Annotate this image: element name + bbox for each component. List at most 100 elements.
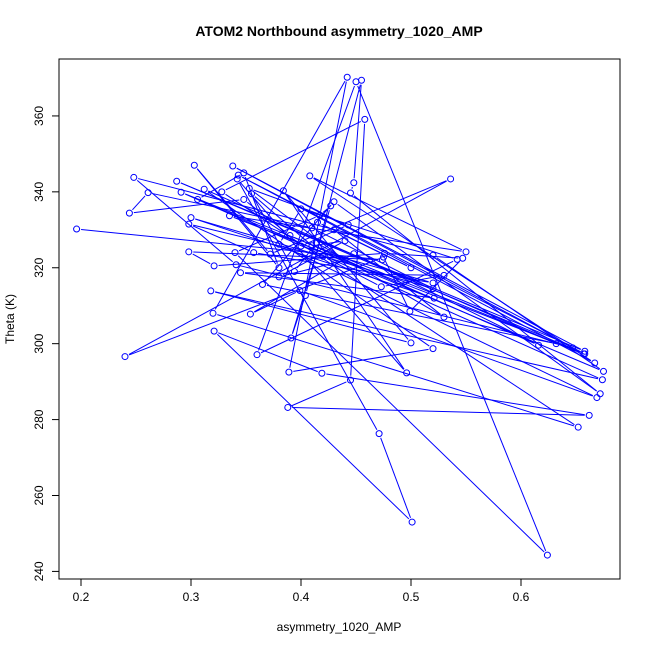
data-point xyxy=(290,268,298,276)
data-point xyxy=(237,269,244,277)
data-point xyxy=(185,220,193,228)
data-point xyxy=(234,171,242,179)
data-point xyxy=(240,195,248,203)
series-line-segment xyxy=(195,218,430,298)
series-line-segment xyxy=(129,258,380,356)
data-point xyxy=(447,175,455,183)
y-tick-label: 320 xyxy=(32,257,46,277)
data-point xyxy=(341,256,349,264)
y-axis-label: Theta (K) xyxy=(3,294,17,344)
series-line-segment xyxy=(133,199,240,214)
data-point xyxy=(330,198,338,206)
series-line-segment xyxy=(350,123,366,376)
series-line-segment xyxy=(225,120,362,191)
data-point xyxy=(591,359,599,367)
data-point xyxy=(440,313,448,321)
data-point xyxy=(308,224,316,232)
series-line-segment xyxy=(316,240,341,246)
data-point xyxy=(210,327,218,335)
data-point xyxy=(207,287,215,295)
data-point xyxy=(232,261,240,269)
data-point xyxy=(552,340,560,348)
series-line-segment xyxy=(242,176,591,362)
series-line-segment xyxy=(201,200,600,371)
data-point xyxy=(297,205,305,213)
x-axis-label: asymmetry_1020_AMP xyxy=(277,620,402,634)
chart-title: ATOM2 Northbound asymmetry_1020_AMP xyxy=(195,23,482,39)
data-point xyxy=(316,211,324,219)
data-point xyxy=(585,411,593,419)
data-point xyxy=(344,221,352,229)
series-line-segment xyxy=(285,194,405,370)
y-tick-label: 240 xyxy=(32,561,46,581)
x-tick-label: 0.3 xyxy=(183,590,200,604)
data-point xyxy=(194,195,202,203)
series-line-segment xyxy=(192,253,211,265)
series-line-segment xyxy=(237,255,545,553)
y-tick-label: 340 xyxy=(32,182,46,202)
y-tick-label: 360 xyxy=(32,106,46,126)
data-point xyxy=(430,294,438,302)
data-point xyxy=(352,78,360,86)
data-point xyxy=(209,309,217,317)
data-point xyxy=(284,403,292,411)
data-point xyxy=(535,341,543,349)
series-line-segment xyxy=(353,195,598,392)
series-line-segment xyxy=(253,197,293,268)
series-line-segment xyxy=(236,167,582,350)
x-axis: 0.2 0.3 0.4 0.5 0.6 xyxy=(73,579,530,604)
data-point xyxy=(462,248,470,256)
series-line-segment xyxy=(283,260,341,277)
series-line-segment xyxy=(238,216,316,252)
data-point xyxy=(297,242,305,250)
series-line-segment xyxy=(258,85,355,351)
data-point xyxy=(210,262,218,270)
x-tick-label: 0.4 xyxy=(293,590,310,604)
data-point xyxy=(319,252,327,260)
series-line-segment xyxy=(296,245,315,269)
series-line-segment xyxy=(238,182,378,430)
series-line-segment xyxy=(357,85,547,552)
data-point xyxy=(231,249,239,257)
series-line-segment xyxy=(233,216,580,353)
series-line-segment xyxy=(192,225,250,252)
series-line-segment xyxy=(305,246,429,283)
data-point xyxy=(190,161,198,169)
points-layer xyxy=(73,73,607,559)
series-line-segment xyxy=(152,193,308,228)
data-point xyxy=(296,287,304,295)
data-point xyxy=(285,368,293,376)
data-point xyxy=(543,551,551,559)
data-point xyxy=(177,188,185,196)
series-line-segment xyxy=(337,232,441,315)
series-line-segment xyxy=(293,348,429,372)
series-line-segment xyxy=(274,180,447,253)
series-line-segment xyxy=(185,193,580,353)
series-line-segment xyxy=(385,275,440,287)
data-point xyxy=(173,177,181,185)
series-line-segment xyxy=(201,174,241,198)
series-line-segment xyxy=(218,332,318,373)
data-point xyxy=(286,231,294,239)
series-line-segment xyxy=(313,177,463,251)
data-point xyxy=(453,255,461,263)
data-point xyxy=(187,214,195,222)
data-point xyxy=(406,307,414,315)
data-point xyxy=(144,189,152,197)
data-point xyxy=(381,249,389,257)
data-point xyxy=(347,189,354,197)
series-line-segment xyxy=(322,208,328,213)
data-point xyxy=(233,175,241,183)
y-tick-label: 260 xyxy=(32,485,46,505)
series-line-segment xyxy=(291,210,330,334)
data-point xyxy=(574,423,582,431)
data-point xyxy=(279,187,287,195)
data-point xyxy=(266,250,274,258)
data-point xyxy=(361,115,369,123)
data-point xyxy=(275,273,283,281)
data-point xyxy=(275,264,283,272)
data-point xyxy=(250,249,258,257)
data-point xyxy=(343,73,351,81)
data-point xyxy=(380,253,387,261)
